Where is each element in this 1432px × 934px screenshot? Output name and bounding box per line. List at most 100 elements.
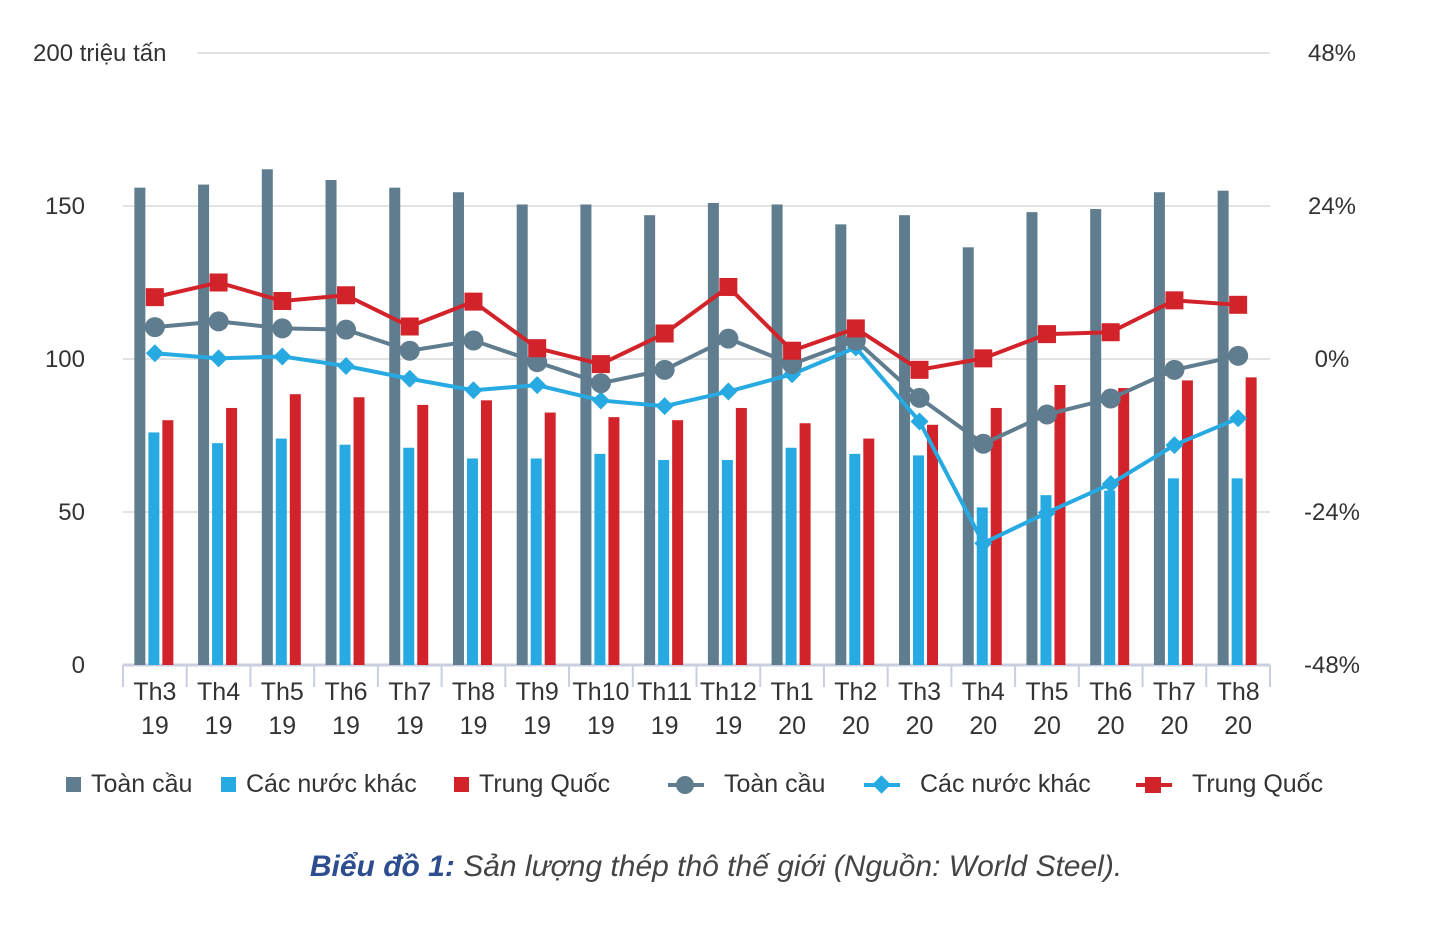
y-left-tick-label: 100 — [45, 346, 85, 373]
y-left-tick-label: 150 — [45, 193, 85, 220]
bar-toan-cau — [452, 192, 464, 666]
x-tick-label: Th7 — [1153, 678, 1196, 706]
legend-item-line-toan-cau: Toàn cầu — [668, 770, 825, 799]
bar-trung-quoc — [799, 423, 811, 665]
bar-toan-cau — [389, 187, 401, 665]
line-point-cac-nuoc-khac — [1101, 474, 1120, 493]
line-point-toan-cau — [336, 319, 357, 340]
steel-production-chart: 0 -48% 50 -24% 100 0% 150 24% 200 triệu tấn 48% Th… — [33, 40, 1360, 740]
bar-cac-nuoc-khac — [849, 453, 861, 665]
line-point-cac-nuoc-khac — [1165, 436, 1184, 455]
line-point-trung-quoc — [528, 339, 547, 358]
line-series-cac-nuoc-khac — [154, 345, 1239, 546]
y-right-tick-label: -24% — [1304, 499, 1360, 526]
line-point-toan-cau — [1100, 388, 1121, 409]
x-tick-label: Th4 — [197, 678, 240, 706]
x-tick-label: Th1 — [771, 678, 814, 706]
line-point-trung-quoc — [464, 292, 483, 311]
bar-cac-nuoc-khac — [1167, 478, 1179, 665]
x-tick-label: Th10 — [572, 678, 629, 706]
bar-trung-quoc — [863, 438, 875, 665]
line-point-trung-quoc — [1037, 325, 1056, 344]
legend-item-bar-cac-nuoc-khac: Các nước khác — [221, 770, 417, 799]
bar-cac-nuoc-khac — [1040, 495, 1052, 665]
y-right-tick-label: 24% — [1308, 193, 1356, 220]
legend-swatch — [221, 777, 236, 792]
y-left-tick-label: 0 — [72, 652, 85, 679]
x-tick-label-year: 20 — [906, 712, 934, 740]
bar-toan-cau — [771, 204, 783, 665]
y-right-tick-label: 48% — [1308, 40, 1356, 67]
line-point-trung-quoc — [719, 277, 738, 296]
line-point-toan-cau — [1164, 359, 1185, 380]
bar-cac-nuoc-khac — [1104, 490, 1116, 665]
y-left-tick-label: 200 triệu tấn — [33, 40, 166, 67]
x-tick-label-year: 19 — [268, 712, 296, 740]
line-point-toan-cau — [1228, 345, 1249, 366]
bar-trung-quoc — [927, 424, 939, 665]
x-tick-label: Th3 — [133, 678, 176, 706]
line-point-cac-nuoc-khac — [655, 397, 674, 416]
x-tick-label-year: 19 — [460, 712, 488, 740]
x-tick-label-year: 19 — [141, 712, 169, 740]
line-point-trung-quoc — [591, 355, 610, 374]
bar-cac-nuoc-khac — [275, 438, 287, 665]
line-series-trung-quoc — [154, 280, 1239, 372]
bar-trung-quoc — [1245, 377, 1257, 665]
legend-item-bar-toan-cau: Toàn cầu — [66, 770, 192, 799]
bar-toan-cau — [134, 187, 146, 665]
line-point-cac-nuoc-khac — [1229, 409, 1248, 428]
line-point-trung-quoc — [1101, 323, 1120, 342]
bar-toan-cau — [580, 204, 592, 665]
line-point-toan-cau — [590, 373, 611, 394]
line-point-trung-quoc — [209, 273, 228, 292]
x-tick-label: Th11 — [637, 678, 692, 706]
legend-label: Trung Quốc — [1192, 770, 1324, 798]
line-point-trung-quoc — [910, 360, 929, 379]
legend-label: Toàn cầu — [724, 770, 826, 798]
x-tick-label-year: 19 — [714, 712, 742, 740]
x-tick-label: Th5 — [261, 678, 304, 706]
line-point-toan-cau — [654, 359, 675, 380]
bar-cac-nuoc-khac — [212, 443, 224, 665]
diamond-marker-icon — [864, 774, 900, 795]
x-tick-label: Th3 — [898, 678, 941, 706]
line-point-toan-cau — [272, 318, 293, 339]
bar-cac-nuoc-khac — [466, 458, 478, 665]
legend-swatch — [454, 777, 469, 792]
bar-cac-nuoc-khac — [403, 447, 415, 665]
caption-text: Sản lượng thép thô thế giới (Nguồn: Worl… — [454, 850, 1123, 883]
line-point-cac-nuoc-khac — [719, 382, 738, 401]
bar-cac-nuoc-khac — [785, 447, 797, 665]
line-point-toan-cau — [527, 352, 548, 373]
x-tick-label: Th6 — [1089, 678, 1132, 706]
legend-item-line-cac-nuoc-khac: Các nước khác — [864, 770, 1091, 799]
x-tick-label-year: 20 — [1097, 712, 1125, 740]
legend-label: Các nước khác — [920, 770, 1091, 798]
legend-item-line-trung-quoc: Trung Quốc — [1136, 770, 1323, 799]
bar-toan-cau — [1217, 190, 1229, 665]
bar-cac-nuoc-khac — [658, 459, 670, 665]
y-left-tick-label: 50 — [58, 499, 85, 526]
bar-trung-quoc — [226, 407, 238, 665]
line-point-trung-quoc — [783, 341, 802, 360]
x-tick-label-year: 20 — [842, 712, 870, 740]
bar-cac-nuoc-khac — [530, 458, 542, 665]
circle-marker-icon — [668, 775, 704, 795]
line-point-cac-nuoc-khac — [528, 376, 547, 395]
x-tick-label-year: 20 — [1033, 712, 1061, 740]
x-tick-label: Th8 — [1217, 678, 1260, 706]
line-point-trung-quoc — [974, 349, 993, 368]
y-right-tick-label: 0% — [1315, 346, 1350, 373]
x-tick-label: Th7 — [388, 678, 431, 706]
bar-trung-quoc — [1054, 385, 1066, 665]
bar-toan-cau — [261, 169, 273, 665]
line-point-trung-quoc — [1229, 295, 1248, 314]
x-tick-label-year: 20 — [778, 712, 806, 740]
x-tick-label-year: 20 — [1224, 712, 1252, 740]
line-point-cac-nuoc-khac — [209, 349, 228, 368]
bar-toan-cau — [1026, 212, 1038, 665]
line-point-cac-nuoc-khac — [1037, 503, 1056, 522]
bar-trung-quoc — [1118, 388, 1130, 665]
x-tick-label-year: 19 — [587, 712, 615, 740]
